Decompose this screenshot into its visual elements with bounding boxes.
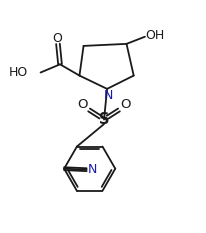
- Text: O: O: [121, 98, 131, 111]
- Text: O: O: [52, 32, 62, 45]
- Text: OH: OH: [146, 29, 165, 42]
- Text: N: N: [103, 89, 113, 102]
- Text: O: O: [77, 98, 87, 111]
- Text: S: S: [99, 112, 109, 127]
- Text: HO: HO: [9, 66, 28, 79]
- Text: N: N: [88, 163, 97, 176]
